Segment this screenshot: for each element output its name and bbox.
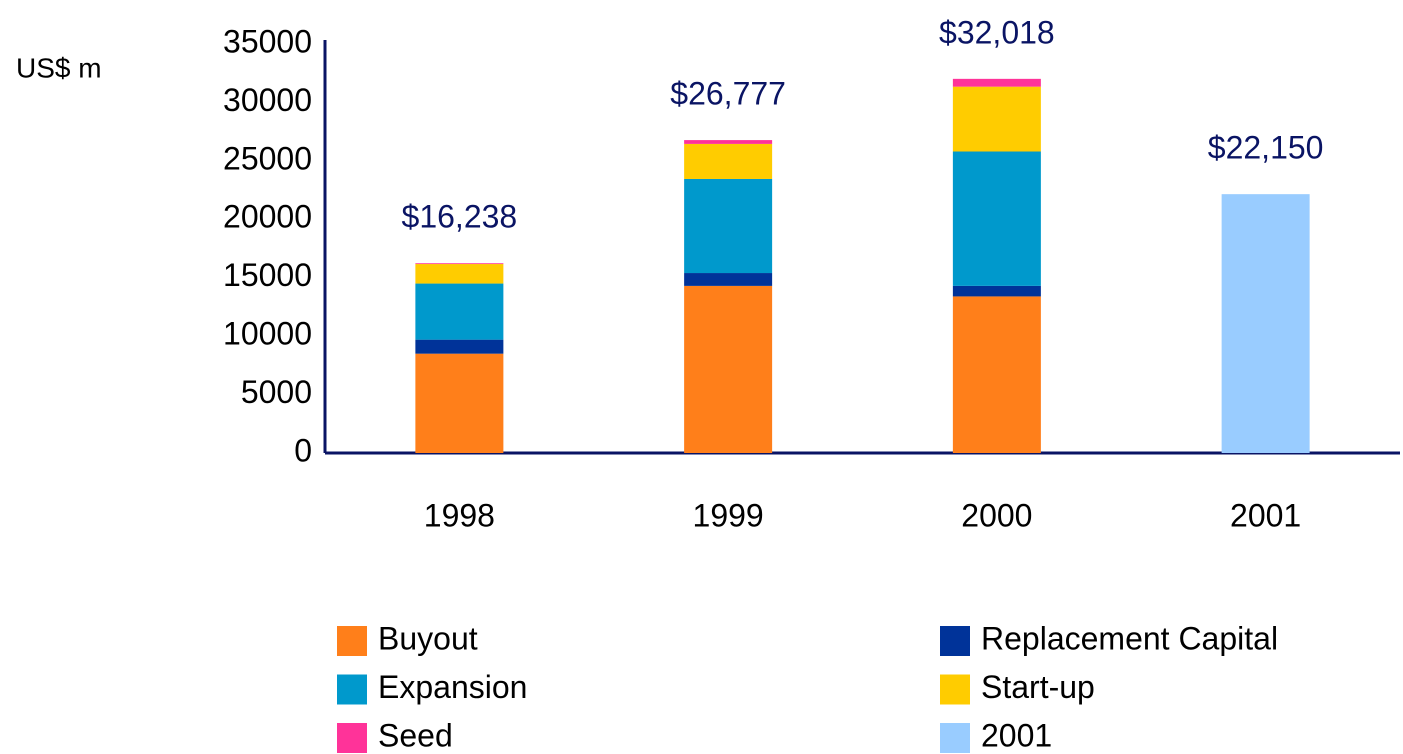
legend-label: Replacement Capital — [981, 620, 1278, 656]
total-label: $22,150 — [1208, 130, 1324, 166]
legend-swatch — [940, 723, 970, 753]
total-label: $26,777 — [670, 76, 786, 112]
x-tick-label: 1999 — [693, 497, 764, 533]
legend-label: Buyout — [378, 620, 478, 656]
bar-segment — [952, 296, 1041, 453]
legend-swatch — [940, 626, 970, 656]
legend-label: Seed — [378, 717, 453, 753]
y-tick-label: 5000 — [241, 374, 312, 410]
bar-segment — [684, 273, 773, 286]
legend-swatch — [337, 723, 367, 753]
bar-segment — [1221, 194, 1310, 453]
bar-segment — [684, 178, 773, 274]
bar-segment — [415, 263, 504, 265]
legend-label: 2001 — [981, 717, 1052, 753]
legend-swatch — [337, 626, 367, 656]
total-label: $16,238 — [402, 199, 518, 235]
bar-segment — [415, 264, 504, 284]
y-tick-label: 15000 — [223, 257, 312, 293]
x-tick-label: 1998 — [424, 497, 495, 533]
total-label: $32,018 — [939, 14, 1055, 50]
y-axis-label: US$ m — [16, 52, 102, 83]
bar-segment — [684, 140, 773, 144]
legend-label: Start-up — [981, 669, 1095, 705]
x-tick-label: 2001 — [1230, 497, 1301, 533]
legend-label: Expansion — [378, 669, 527, 705]
bar-segment — [415, 283, 504, 340]
y-tick-label: 30000 — [223, 82, 312, 118]
y-tick-label: 0 — [294, 432, 312, 468]
y-tick-label: 25000 — [223, 140, 312, 176]
legend-swatch — [940, 674, 970, 705]
bar-segment — [415, 339, 504, 354]
legend-swatch — [337, 674, 367, 705]
bar-segment — [415, 353, 504, 453]
bar-segment — [952, 78, 1041, 87]
y-tick-label: 20000 — [223, 199, 312, 235]
y-tick-label: 35000 — [223, 23, 312, 59]
bar-segment — [684, 143, 773, 179]
bar-segment — [952, 285, 1041, 297]
bar-segment — [684, 285, 773, 453]
y-tick-label: 10000 — [223, 316, 312, 352]
bar-segment — [952, 86, 1041, 152]
x-tick-label: 2000 — [961, 497, 1032, 533]
bar-segment — [952, 151, 1041, 286]
